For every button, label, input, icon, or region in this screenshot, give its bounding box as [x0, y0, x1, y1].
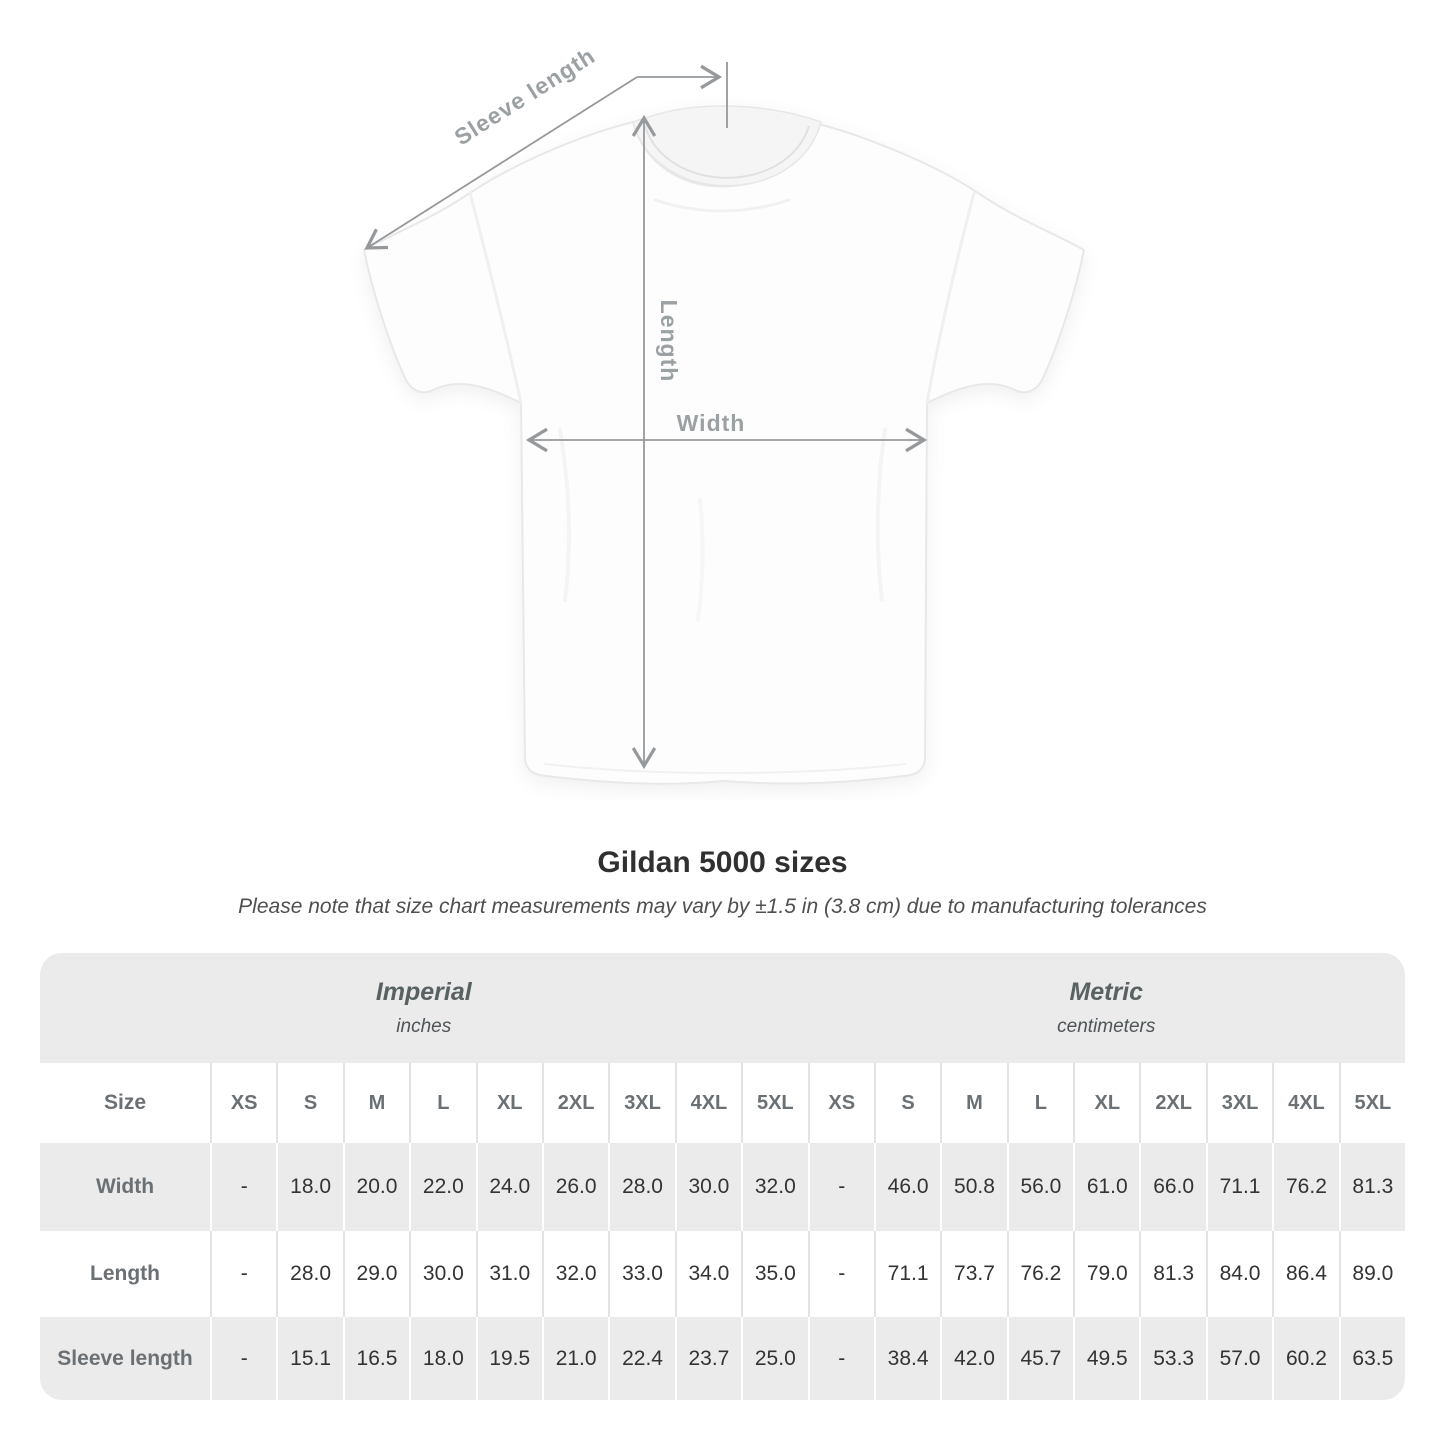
- value-cell: 32.0: [541, 1231, 608, 1317]
- imperial-header: Imperial inches: [40, 953, 808, 1063]
- value-cell: 28.0: [276, 1231, 342, 1317]
- value-cell: 76.2: [1272, 1143, 1338, 1231]
- value-cell: 57.0: [1205, 1317, 1272, 1400]
- value-cell: 34.0: [674, 1231, 741, 1317]
- value-cell: 89.0: [1338, 1231, 1405, 1317]
- row-label: Sleeve length: [57, 1346, 193, 1370]
- value-cell: -: [807, 1231, 874, 1317]
- value-cell: 66.0: [1139, 1143, 1205, 1231]
- size-cell: L: [409, 1063, 475, 1143]
- value-cell: 71.1: [873, 1231, 940, 1317]
- size-corner-label: Size: [103, 1091, 147, 1114]
- tshirt-diagram: Sleeve length Length Width: [363, 42, 1085, 785]
- value-cell: -: [807, 1143, 874, 1231]
- value-cell: 50.8: [940, 1143, 1006, 1231]
- sleeve-length-row: Sleeve length - 15.1 16.5 18.0 19.5 21.0…: [40, 1317, 1405, 1400]
- value-cell: 71.1: [1205, 1143, 1272, 1231]
- size-cell: XL: [475, 1063, 542, 1143]
- size-cell: 4XL: [674, 1063, 741, 1143]
- value-cell: 21.0: [541, 1317, 608, 1400]
- value-cell: 86.4: [1272, 1231, 1338, 1317]
- value-cell: 76.2: [1006, 1231, 1073, 1317]
- value-cell: 32.0: [741, 1143, 807, 1231]
- imperial-header-label: Imperial: [375, 978, 472, 1006]
- value-cell: 46.0: [873, 1143, 940, 1231]
- value-cell: 56.0: [1006, 1143, 1073, 1231]
- value-cell: 35.0: [741, 1231, 807, 1317]
- size-cell: L: [1006, 1063, 1073, 1143]
- value-cell: 81.3: [1139, 1231, 1205, 1317]
- width-row: Width - 18.0 20.0 22.0 24.0 26.0 28.0 30…: [40, 1143, 1405, 1231]
- imperial-header-unit: inches: [396, 1016, 452, 1037]
- size-cell: XL: [1073, 1063, 1139, 1143]
- metric-header: Metric centimeters: [808, 953, 1405, 1063]
- fabric-shading: [468, 191, 976, 774]
- page-title: Gildan 5000 sizes: [597, 846, 848, 879]
- tshirt-shape: [363, 105, 1085, 785]
- size-table: Imperial inches Metric centimeters Size …: [40, 953, 1405, 1400]
- value-cell: 81.3: [1338, 1143, 1405, 1231]
- size-cell: 3XL: [608, 1063, 674, 1143]
- value-cell: 84.0: [1205, 1231, 1272, 1317]
- value-cell: -: [210, 1231, 276, 1317]
- value-cell: 19.5: [475, 1317, 542, 1400]
- size-cell: XS: [210, 1063, 276, 1143]
- tolerance-note: Please note that size chart measurements…: [238, 895, 1207, 918]
- sleeve-length-arrow: [364, 76, 638, 250]
- size-cell: 2XL: [1139, 1063, 1205, 1143]
- size-header-row: Size XS S M L XL 2XL 3XL 4XL 5XL XS S M …: [40, 1063, 1405, 1143]
- value-cell: 16.5: [342, 1317, 409, 1400]
- size-cell: 4XL: [1272, 1063, 1338, 1143]
- size-cell: 5XL: [1338, 1063, 1405, 1143]
- value-cell: 18.0: [409, 1317, 475, 1400]
- value-cell: 24.0: [475, 1143, 542, 1231]
- metric-header-label: Metric: [1069, 978, 1144, 1006]
- value-cell: 28.0: [608, 1143, 674, 1231]
- size-cell: 5XL: [741, 1063, 807, 1143]
- length-label: Length: [656, 300, 682, 383]
- value-cell: 18.0: [276, 1143, 342, 1231]
- value-cell: 22.4: [608, 1317, 674, 1400]
- size-cell: S: [276, 1063, 342, 1143]
- measurement-lines: [364, 62, 928, 770]
- value-cell: 33.0: [608, 1231, 674, 1317]
- value-cell: -: [807, 1317, 874, 1400]
- width-label: Width: [677, 410, 746, 436]
- value-cell: 30.0: [674, 1143, 741, 1231]
- value-cell: 15.1: [276, 1317, 342, 1400]
- row-label: Length: [90, 1262, 160, 1285]
- value-cell: 53.3: [1139, 1317, 1205, 1400]
- length-row: Length - 28.0 29.0 30.0 31.0 32.0 33.0 3…: [40, 1231, 1405, 1317]
- size-cell: 2XL: [541, 1063, 608, 1143]
- value-cell: 79.0: [1073, 1231, 1139, 1317]
- value-cell: 29.0: [342, 1231, 409, 1317]
- size-cell: M: [342, 1063, 409, 1143]
- value-cell: 23.7: [674, 1317, 741, 1400]
- value-cell: 61.0: [1073, 1143, 1139, 1231]
- metric-header-unit: centimeters: [1057, 1016, 1156, 1037]
- size-cell: 3XL: [1205, 1063, 1272, 1143]
- value-cell: 25.0: [741, 1317, 807, 1400]
- value-cell: 60.2: [1272, 1317, 1338, 1400]
- units-header-row: Imperial inches Metric centimeters: [40, 953, 1405, 1063]
- value-cell: -: [210, 1317, 276, 1400]
- value-cell: 73.7: [940, 1231, 1006, 1317]
- value-cell: 31.0: [475, 1231, 542, 1317]
- value-cell: 42.0: [940, 1317, 1006, 1400]
- value-cell: 49.5: [1073, 1317, 1139, 1400]
- value-cell: 63.5: [1338, 1317, 1405, 1400]
- value-cell: 38.4: [873, 1317, 940, 1400]
- value-cell: 45.7: [1006, 1317, 1073, 1400]
- value-cell: 20.0: [342, 1143, 409, 1231]
- size-cell: S: [873, 1063, 940, 1143]
- row-label: Width: [95, 1175, 155, 1198]
- value-cell: 30.0: [409, 1231, 475, 1317]
- value-cell: 22.0: [409, 1143, 475, 1231]
- sleeve-length-label: Sleeve length: [450, 42, 600, 150]
- size-cell: XS: [807, 1063, 874, 1143]
- size-cell: M: [940, 1063, 1006, 1143]
- value-cell: 26.0: [541, 1143, 608, 1231]
- value-cell: -: [210, 1143, 276, 1231]
